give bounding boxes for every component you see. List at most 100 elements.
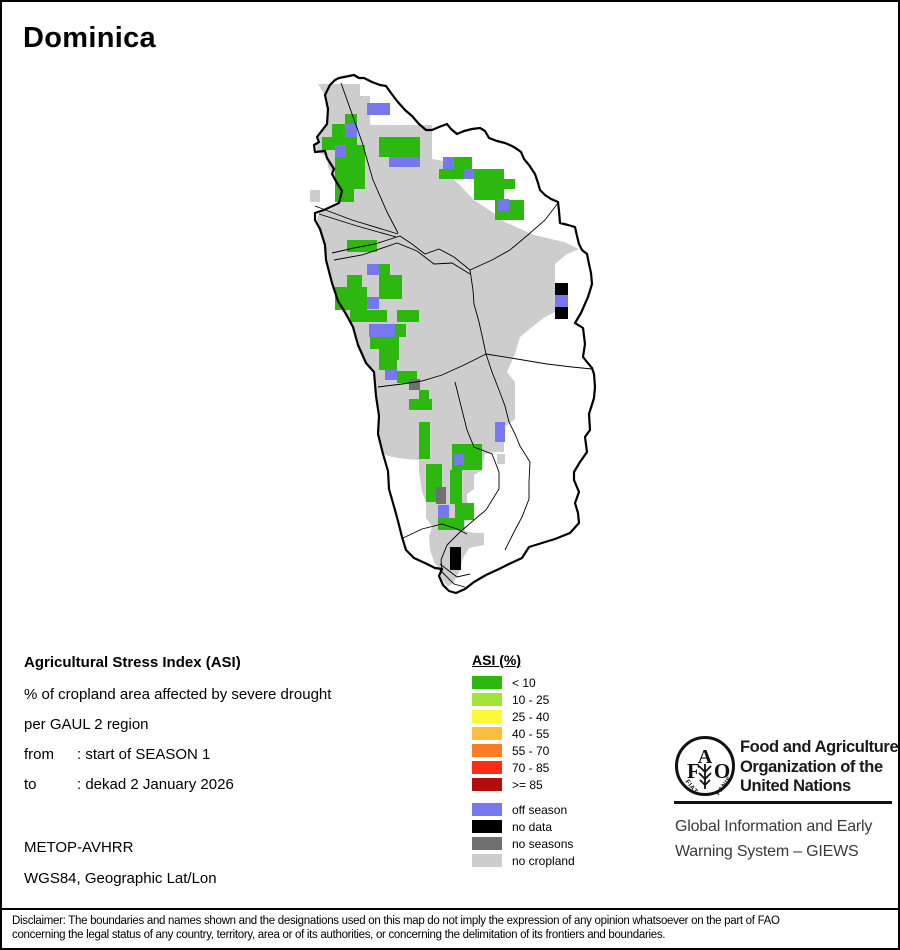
- fao-letter-a: A: [698, 746, 713, 768]
- fao-letter-o: O: [714, 759, 730, 783]
- asi-cell-G: [474, 169, 504, 200]
- asi-cell-G: [335, 287, 367, 310]
- asi-cell-G: [455, 503, 474, 520]
- legend-row: 10 - 25: [472, 692, 575, 707]
- asi-cell-B: [389, 157, 420, 167]
- cropland-region: [316, 84, 579, 587]
- legend-label: no seasons: [512, 836, 574, 851]
- legend-row: 55 - 70: [472, 743, 575, 758]
- legend-class-list: < 10 10 - 25 25 - 40 40 - 55 55 - 70 70 - 85 >…: [472, 676, 575, 792]
- legend-swatch: [472, 837, 502, 850]
- asi-cell-G: [379, 275, 402, 299]
- legend-label: no cropland: [512, 853, 575, 868]
- fao-divider: [674, 801, 892, 804]
- asi-cell-G: [439, 169, 464, 179]
- legend: ASI (%) < 10 10 - 25 25 - 40 40 - 55 55 - 70…: [472, 652, 575, 871]
- asi-cell-B: [454, 454, 464, 465]
- asi-cell-G: [379, 137, 420, 157]
- legend-swatch: [472, 778, 502, 791]
- asi-cell-G: [370, 337, 399, 349]
- asi-cell-LG: [462, 477, 474, 489]
- asi-cell-G: [335, 169, 365, 189]
- legend-swatch: [472, 710, 502, 723]
- admin-boundary: [331, 235, 471, 271]
- legend-swatch: [472, 761, 502, 774]
- asi-cell-G: [335, 189, 354, 202]
- asi-cell-G: [346, 145, 365, 169]
- asi-cell-G: [419, 390, 429, 399]
- giews-name: Global Information and Early Warning Sys…: [675, 818, 873, 860]
- disclaimer: Disclaimer: The boundaries and names sho…: [2, 908, 898, 948]
- source-block: METOP-AVHRR WGS84, Geographic Lat/Lon: [24, 840, 217, 902]
- fao-org-name: Food and Agriculture Organization of the…: [740, 738, 899, 795]
- legend-row: >= 85: [472, 777, 575, 792]
- admin-boundary: [314, 205, 399, 235]
- asi-cell-B: [464, 169, 474, 179]
- legend-row: no seasons: [472, 836, 575, 851]
- disclaimer-line2: concerning the legal status of any count…: [12, 928, 666, 941]
- legend-label: no data: [512, 819, 553, 834]
- asi-cell-G: [504, 179, 515, 189]
- asi-cell-B: [498, 199, 509, 211]
- asi-cell-B: [495, 422, 505, 442]
- asi-cell-B: [443, 157, 454, 169]
- asi-cell-G: [419, 422, 430, 459]
- fao-logo-icon: F A O FIAT PANIS: [675, 736, 735, 797]
- sensor-name: METOP-AVHRR: [24, 839, 134, 856]
- legend-row: off season: [472, 803, 575, 817]
- from-label: from: [24, 746, 54, 763]
- asi-cell-G: [347, 275, 362, 287]
- asi-cell-G: [397, 310, 419, 322]
- admin-boundary: [440, 381, 500, 571]
- asi-cell-LG: [310, 190, 320, 202]
- asi-cell-G: [379, 264, 390, 275]
- map-info-block: Agricultural Stress Index (ASI) % of cro…: [24, 654, 331, 807]
- asi-cell-G: [379, 360, 397, 370]
- admin-boundary: [485, 353, 593, 370]
- asi-cell-K: [450, 547, 461, 570]
- admin-boundary: [439, 569, 466, 588]
- info-from-row: from: start of SEASON 1: [24, 747, 331, 762]
- asi-cell-B: [555, 295, 568, 307]
- to-label: to: [24, 776, 37, 793]
- legend-label: >= 85: [512, 777, 543, 792]
- asi-cell-B: [335, 145, 346, 157]
- asi-cell-LG: [469, 533, 484, 545]
- admin-boundary: [402, 523, 468, 539]
- legend-swatch: [472, 693, 502, 706]
- legend-row: 25 - 40: [472, 709, 575, 724]
- info-to-row: to: dekad 2 January 2026: [24, 777, 331, 792]
- asi-cell-K: [555, 283, 568, 295]
- asi-cell-G: [454, 157, 472, 169]
- admin-boundary: [439, 563, 471, 578]
- asi-cell-G: [332, 124, 345, 137]
- legend-label: 25 - 40: [512, 709, 550, 724]
- legend-row: 70 - 85: [472, 761, 575, 775]
- asi-cell-G: [409, 399, 432, 410]
- legend-label: 40 - 55: [512, 726, 550, 741]
- asi-cell-B: [438, 505, 449, 518]
- admin-boundary: [469, 202, 559, 271]
- asi-cell-LG: [495, 442, 504, 452]
- info-heading: Agricultural Stress Index (ASI): [24, 654, 241, 671]
- legend-extra-list: off season no data no seasons no cropland: [472, 803, 575, 868]
- legend-swatch: [472, 744, 502, 757]
- asi-cell-G: [335, 157, 346, 169]
- legend-row: no cropland: [472, 853, 575, 868]
- legend-swatch: [472, 803, 502, 816]
- coastline: [312, 73, 597, 595]
- legend-row: < 10: [472, 676, 575, 690]
- legend-swatch: [472, 727, 502, 740]
- asi-cell-G: [395, 324, 406, 337]
- admin-boundary: [485, 353, 531, 551]
- asi-cell-D: [409, 379, 420, 390]
- legend-label: 55 - 70: [512, 743, 550, 758]
- legend-swatch: [472, 676, 502, 689]
- asi-cell-K: [555, 307, 568, 319]
- legend-row: 40 - 55: [472, 726, 575, 741]
- admin-boundary: [318, 213, 397, 238]
- asi-cell-G: [438, 518, 464, 530]
- legend-label: 10 - 25: [512, 692, 550, 707]
